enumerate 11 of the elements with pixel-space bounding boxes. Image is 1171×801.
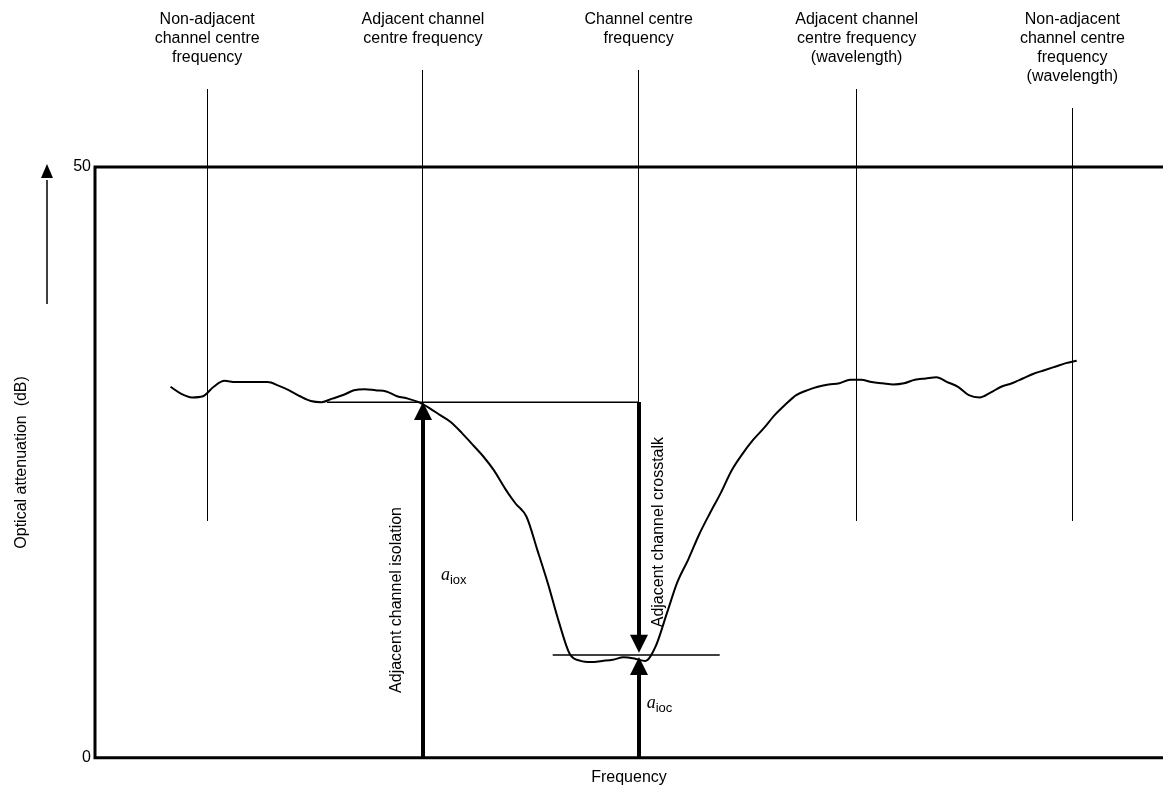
x-axis-title: Frequency [591,767,667,785]
text: Non-adjacent channel centre frequency (wavelength) [1019,10,1125,85]
text: Adjacent channel centre frequency [361,10,485,47]
annotation: Adjacent channel isolation [387,507,405,693]
y-tick-label: 50 [73,157,92,175]
text: Adjacent channel centre frequency (wavelength) [795,10,919,66]
text: Channel centre frequency [584,10,694,47]
text: Non-adjacent channel centre frequency [154,10,260,66]
y-tick-label: 0 [82,748,92,766]
y-axis-title: Optical attenuation (dB) [12,376,30,549]
annotation: Adjacent channel crosstalk [649,435,667,628]
